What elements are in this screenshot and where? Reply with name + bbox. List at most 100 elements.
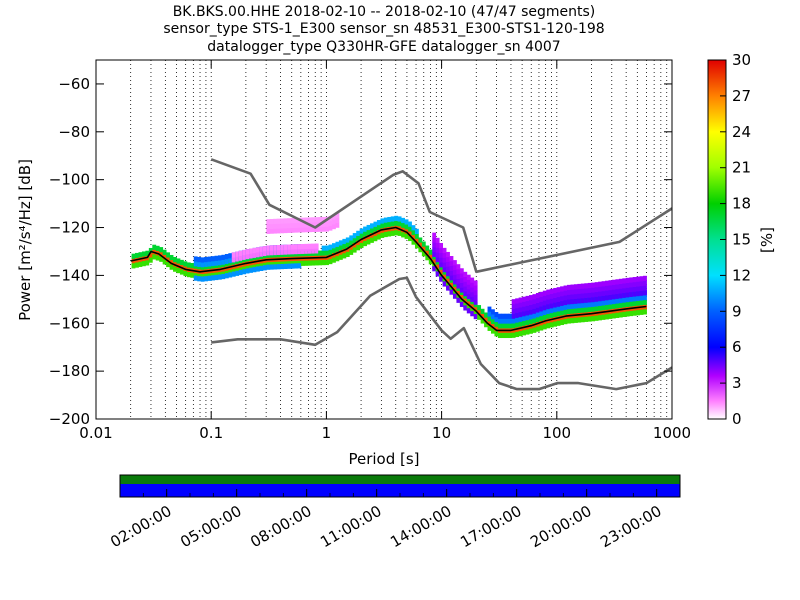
density-cell bbox=[345, 251, 350, 258]
density-cell bbox=[321, 216, 326, 223]
density-cell bbox=[452, 260, 457, 266]
density-cell bbox=[325, 245, 329, 251]
density-cell bbox=[183, 270, 188, 277]
density-cell bbox=[470, 277, 475, 283]
density-cell bbox=[477, 305, 482, 311]
density-cell bbox=[304, 222, 309, 228]
density-cell bbox=[587, 292, 592, 298]
density-cell bbox=[553, 302, 558, 308]
y-tick-label: −80 bbox=[58, 123, 90, 141]
density-cell bbox=[570, 308, 575, 314]
timeline-tick-label: 05:00:00 bbox=[177, 502, 244, 551]
density-cell bbox=[625, 282, 630, 288]
density-cell bbox=[473, 290, 478, 296]
density-cell bbox=[439, 247, 444, 253]
density-cell bbox=[290, 244, 295, 250]
density-cell bbox=[611, 294, 616, 300]
density-cell bbox=[418, 237, 423, 243]
timeline-tick-label: 14:00:00 bbox=[387, 502, 454, 551]
density-cell bbox=[608, 289, 613, 295]
density-cell bbox=[542, 309, 547, 316]
density-cell bbox=[349, 235, 354, 241]
density-cell bbox=[470, 287, 475, 293]
density-cell bbox=[532, 313, 537, 319]
density-cell bbox=[567, 299, 571, 305]
density-cell bbox=[618, 297, 623, 304]
density-cell bbox=[300, 227, 305, 233]
density-cell bbox=[249, 267, 253, 273]
density-cell bbox=[338, 249, 343, 256]
density-cell bbox=[636, 310, 641, 316]
density-cell bbox=[342, 248, 347, 254]
density-cell bbox=[179, 259, 184, 266]
density-cell bbox=[636, 281, 641, 287]
density-cell bbox=[276, 249, 281, 255]
density-cell bbox=[594, 296, 599, 302]
density-cell bbox=[335, 213, 340, 219]
density-cell bbox=[179, 269, 184, 275]
density-cell bbox=[376, 234, 381, 240]
density-cell bbox=[591, 292, 596, 298]
density-cell bbox=[466, 284, 471, 290]
density-cell bbox=[269, 228, 274, 234]
density-cell bbox=[504, 332, 509, 339]
density-cell bbox=[643, 285, 647, 291]
density-cell bbox=[459, 282, 464, 288]
density-cell bbox=[148, 247, 153, 254]
y-tick-label: −60 bbox=[58, 75, 90, 93]
density-cell bbox=[197, 276, 202, 282]
density-cell bbox=[352, 233, 357, 239]
density-cell bbox=[567, 308, 571, 314]
density-cell bbox=[224, 253, 229, 260]
density-cell bbox=[567, 284, 571, 291]
density-cell bbox=[570, 284, 575, 290]
density-cell bbox=[456, 278, 461, 284]
density-cell bbox=[211, 275, 215, 281]
density-cell bbox=[228, 253, 233, 259]
density-cell bbox=[515, 303, 520, 309]
density-cell bbox=[439, 276, 444, 282]
density-cell bbox=[563, 309, 568, 315]
density-cell bbox=[401, 222, 405, 228]
density-cell bbox=[567, 304, 571, 310]
density-cell bbox=[373, 231, 378, 237]
density-cell bbox=[359, 233, 364, 239]
density-cell bbox=[414, 233, 419, 239]
density-cell bbox=[332, 219, 336, 225]
density-cell bbox=[332, 243, 336, 249]
density-cell bbox=[529, 314, 533, 320]
density-cell bbox=[321, 221, 326, 227]
series-mode bbox=[130, 226, 647, 332]
density-cell bbox=[452, 293, 457, 299]
density-cell bbox=[338, 245, 343, 251]
density-cell bbox=[601, 305, 606, 311]
density-cell bbox=[335, 217, 340, 223]
density-cell bbox=[404, 224, 409, 230]
density-cell bbox=[359, 242, 364, 249]
density-cell bbox=[577, 293, 582, 299]
density-cell bbox=[435, 237, 440, 244]
density-cell bbox=[584, 292, 589, 299]
density-cell bbox=[456, 283, 461, 289]
density-cell bbox=[518, 297, 523, 303]
density-cell bbox=[484, 317, 488, 323]
density-cell bbox=[228, 272, 233, 278]
density-cell bbox=[452, 286, 457, 292]
density-cell bbox=[294, 217, 298, 224]
density-cell bbox=[598, 305, 602, 311]
density-cell bbox=[556, 306, 561, 312]
density-cell bbox=[325, 221, 329, 227]
density-cell bbox=[145, 260, 150, 266]
density-cell bbox=[135, 252, 139, 259]
density-cell bbox=[549, 298, 554, 304]
density-cell bbox=[262, 250, 267, 257]
plot-frame bbox=[95, 59, 673, 420]
density-cell bbox=[542, 300, 547, 306]
density-cell bbox=[311, 217, 316, 223]
density-cell bbox=[466, 274, 471, 280]
density-cell bbox=[421, 241, 426, 247]
density-cell bbox=[594, 306, 599, 312]
density-cell bbox=[456, 273, 461, 279]
density-cell bbox=[283, 244, 288, 250]
density-cell bbox=[262, 246, 267, 252]
